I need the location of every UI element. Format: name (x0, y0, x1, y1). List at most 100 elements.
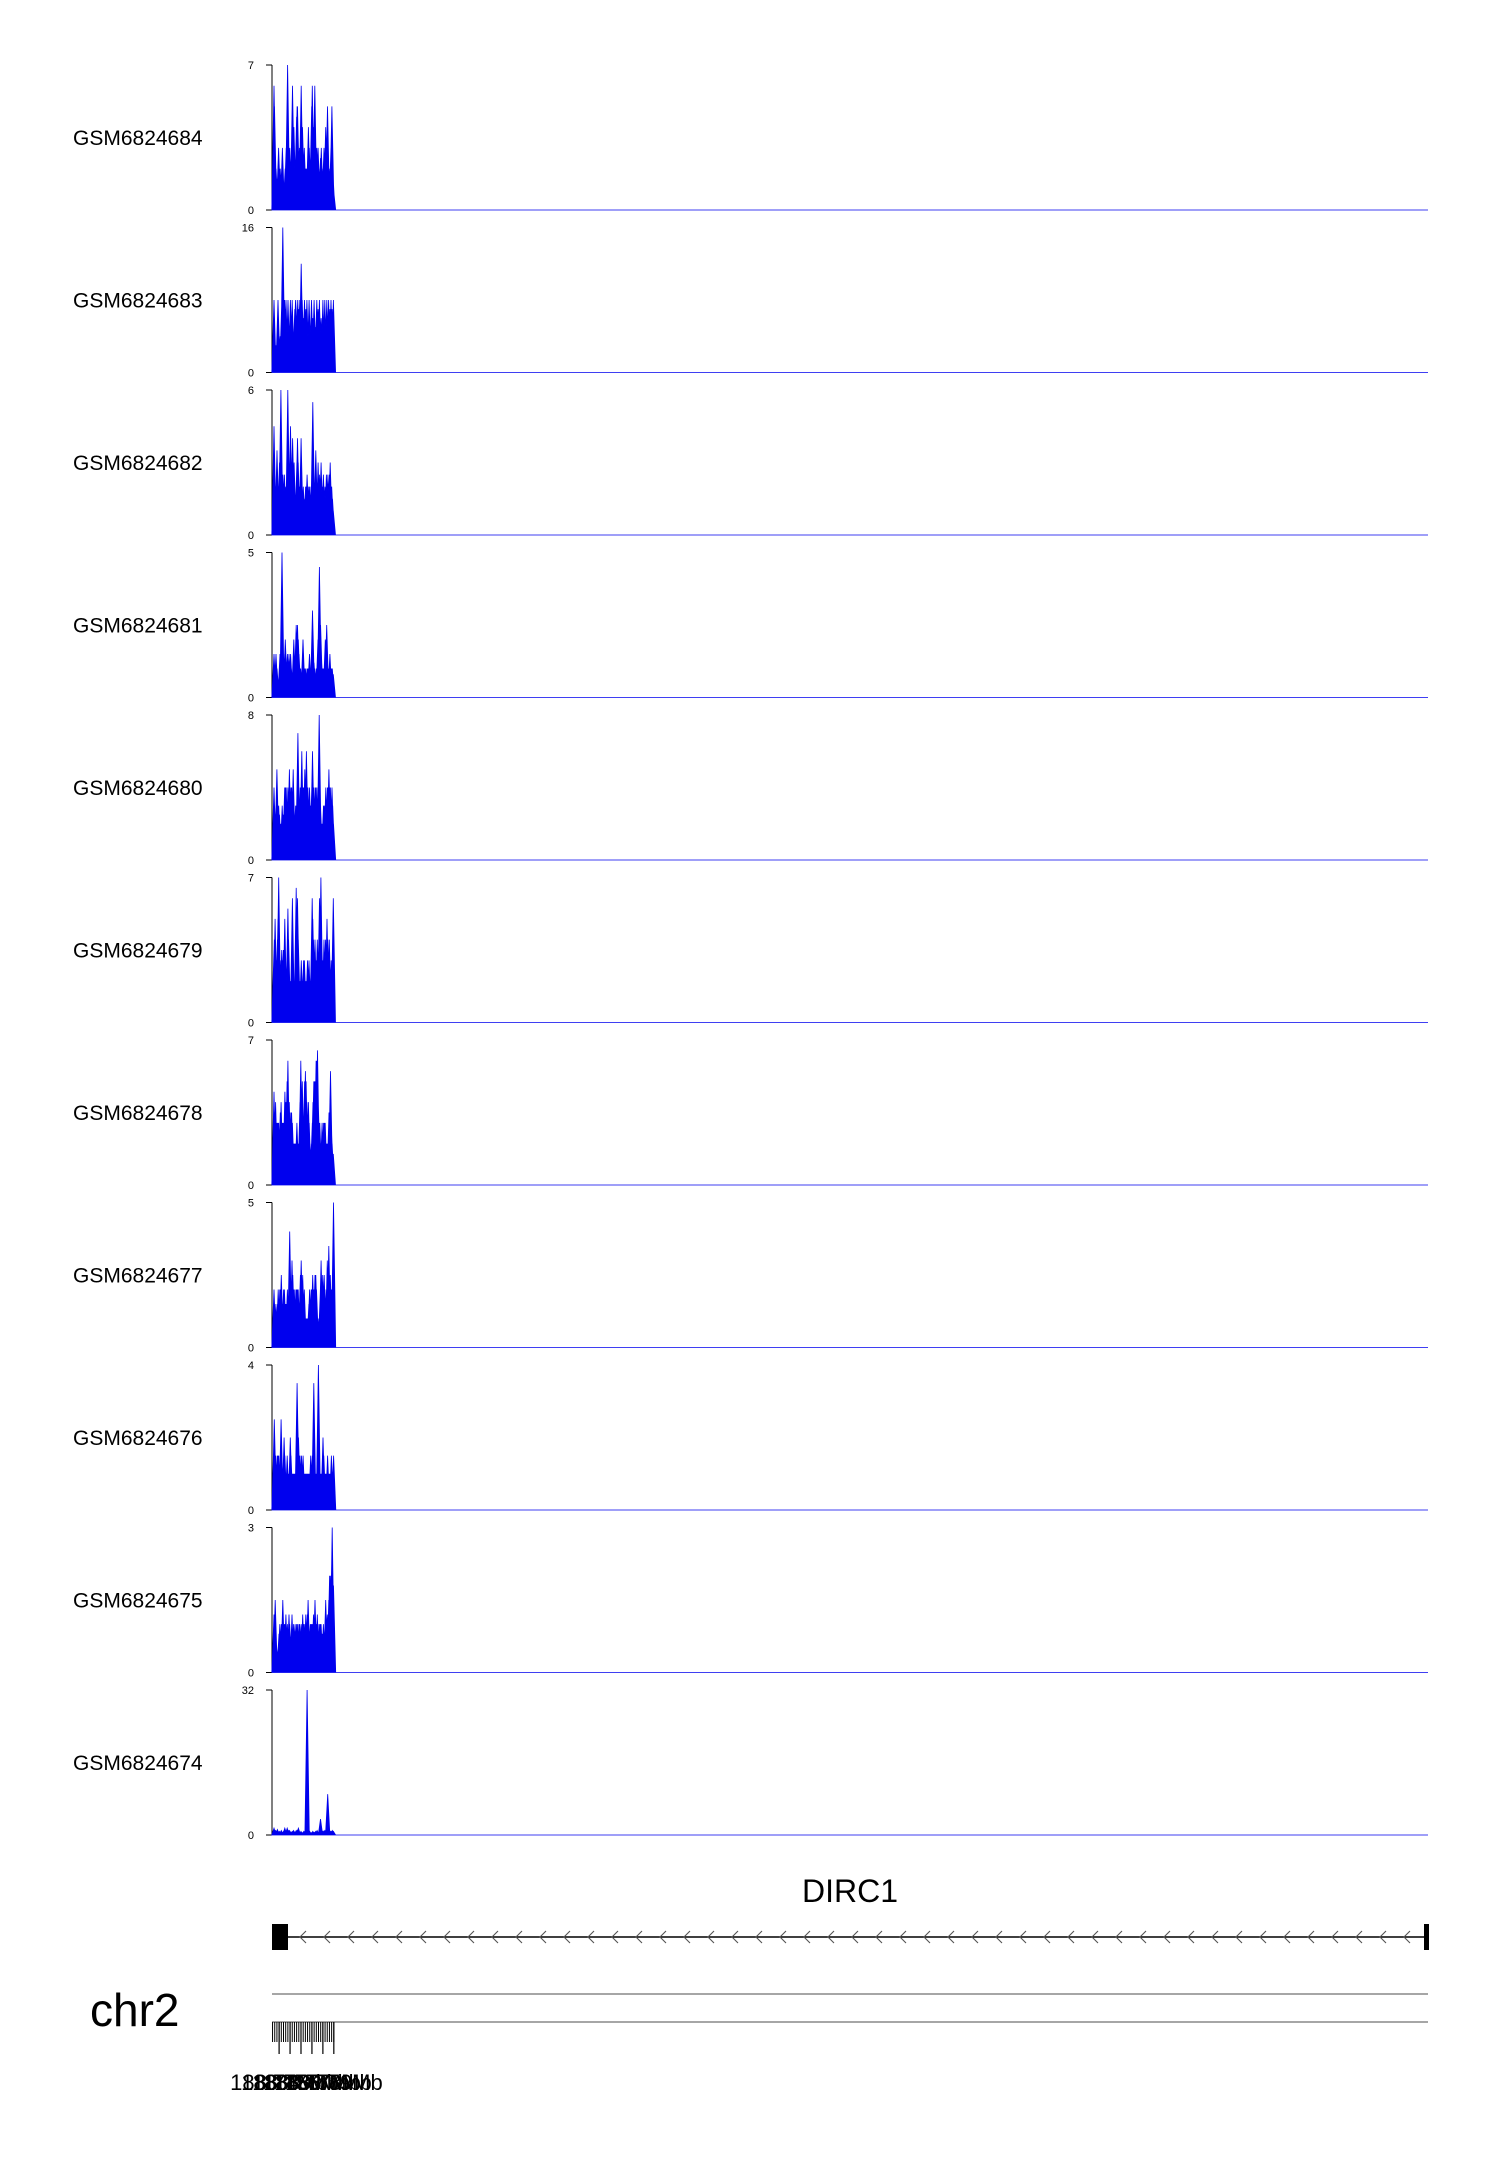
strand-arrow (1115, 1930, 1123, 1944)
strand-arrow (347, 1930, 355, 1944)
track-ymax-label: 8 (248, 710, 254, 722)
strand-arrow (467, 1930, 475, 1944)
strand-arrow (1355, 1930, 1363, 1944)
strand-arrow (683, 1930, 691, 1944)
strand-arrow (1067, 1930, 1075, 1944)
track-ymin-label: 0 (248, 1343, 254, 1355)
coverage-area (271, 1364, 1428, 1511)
track-GSM6824683: GSM6824683 16 0 (73, 223, 1428, 380)
coverage-area (271, 714, 1428, 861)
genome-axis: chr2 188.74Mb188.75Mb188.76Mb188.77Mb188… (90, 1984, 1428, 2095)
strand-arrow (731, 1930, 739, 1944)
tick-label: 188.76Mb (252, 2070, 350, 2095)
strand-arrow (1187, 1930, 1195, 1944)
coverage-area (271, 1050, 1428, 1186)
strand-arrow (395, 1930, 403, 1944)
strand-arrow (515, 1930, 523, 1944)
track-ymin-label: 0 (248, 1505, 254, 1517)
strand-arrow (707, 1930, 715, 1944)
gene-track: DIRC1 (272, 1873, 1429, 1950)
track-label: GSM6824681 (73, 615, 203, 638)
track-label: GSM6824678 (73, 1102, 203, 1125)
tick-label: 188.74Mb (230, 2070, 328, 2095)
track-GSM6824681: GSM6824681 5 0 (73, 548, 1428, 705)
x-axis-ticks: 188.74Mb188.75Mb188.76Mb188.77Mb188.78Mb… (230, 2022, 383, 2095)
gene-exon-right (1424, 1924, 1429, 1950)
track-ymax-label: 4 (248, 1360, 254, 1372)
strand-arrow (803, 1930, 811, 1944)
strand-arrow (1259, 1930, 1267, 1944)
track-ymax-label: 5 (248, 1198, 254, 1210)
track-GSM6824680: GSM6824680 8 0 (73, 710, 1428, 867)
strand-arrow (1307, 1930, 1315, 1944)
coverage-area (271, 1527, 1428, 1673)
track-ymin-label: 0 (248, 530, 254, 542)
track-ymin-label: 0 (248, 1668, 254, 1680)
gene-strand-arrows (299, 1930, 1411, 1944)
strand-arrow (1019, 1930, 1027, 1944)
track-label: GSM6824680 (73, 777, 203, 800)
strand-arrow (1235, 1930, 1243, 1944)
coverage-area (271, 1202, 1428, 1348)
strand-arrow (299, 1930, 307, 1944)
track-label: GSM6824679 (73, 940, 203, 963)
strand-arrow (1331, 1930, 1339, 1944)
chromosome-label: chr2 (90, 1984, 179, 2036)
track-ymax-label: 3 (248, 1523, 254, 1535)
strand-arrow (923, 1930, 931, 1944)
strand-arrow (1379, 1930, 1387, 1944)
strand-arrow (539, 1930, 547, 1944)
track-GSM6824676: GSM6824676 4 0 (73, 1360, 1428, 1517)
strand-arrow (1403, 1930, 1411, 1944)
strand-arrow (419, 1930, 427, 1944)
track-ymax-label: 6 (248, 385, 254, 397)
track-ymin-label: 0 (248, 855, 254, 867)
track-ymax-label: 16 (242, 223, 254, 235)
track-GSM6824682: GSM6824682 6 0 (73, 385, 1428, 542)
strand-arrow (611, 1930, 619, 1944)
tick-label: 188.77Mb (263, 2070, 361, 2095)
coverage-area (271, 389, 1428, 536)
coverage-area (271, 552, 1428, 698)
track-label: GSM6824675 (73, 1590, 203, 1613)
track-ymax-label: 7 (248, 873, 254, 885)
gene-label: DIRC1 (802, 1873, 898, 1909)
strand-arrow (371, 1930, 379, 1944)
strand-arrow (947, 1930, 955, 1944)
strand-arrow (995, 1930, 1003, 1944)
strand-arrow (635, 1930, 643, 1944)
strand-arrow (659, 1930, 667, 1944)
track-GSM6824678: GSM6824678 7 0 (73, 1035, 1428, 1192)
track-ymin-label: 0 (248, 205, 254, 217)
gene-exon-left (272, 1924, 288, 1950)
strand-arrow (1043, 1930, 1051, 1944)
strand-arrow (1139, 1930, 1147, 1944)
track-ymax-label: 7 (248, 60, 254, 72)
track-label: GSM6824682 (73, 452, 203, 475)
coverage-area (271, 64, 1428, 211)
track-ymax-label: 5 (248, 548, 254, 560)
track-GSM6824677: GSM6824677 5 0 (73, 1198, 1428, 1355)
track-GSM6824675: GSM6824675 3 0 (73, 1523, 1428, 1680)
track-GSM6824684: GSM6824684 7 0 (73, 60, 1428, 217)
strand-arrow (827, 1930, 835, 1944)
track-label: GSM6824674 (73, 1752, 203, 1775)
coverage-tracks: GSM682468470GSM6824683160GSM682468260GSM… (73, 60, 1428, 1842)
strand-arrow (971, 1930, 979, 1944)
strand-arrow (899, 1930, 907, 1944)
track-ymin-label: 0 (248, 1180, 254, 1192)
track-ymax-label: 32 (242, 1685, 254, 1697)
track-GSM6824679: GSM6824679 7 0 (73, 873, 1428, 1030)
track-ymax-label: 7 (248, 1035, 254, 1047)
tick-label: 188.78Mb (274, 2070, 372, 2095)
tick-label: 188.75Mb (241, 2070, 339, 2095)
track-ymin-label: 0 (248, 1830, 254, 1842)
track-label: GSM6824677 (73, 1265, 203, 1288)
track-label: GSM6824684 (73, 127, 203, 150)
track-ymin-label: 0 (248, 368, 254, 380)
coverage-area (270, 1689, 1428, 1836)
coverage-area (271, 227, 1428, 373)
strand-arrow (323, 1930, 331, 1944)
track-GSM6824674: GSM6824674 32 0 (73, 1685, 1428, 1842)
